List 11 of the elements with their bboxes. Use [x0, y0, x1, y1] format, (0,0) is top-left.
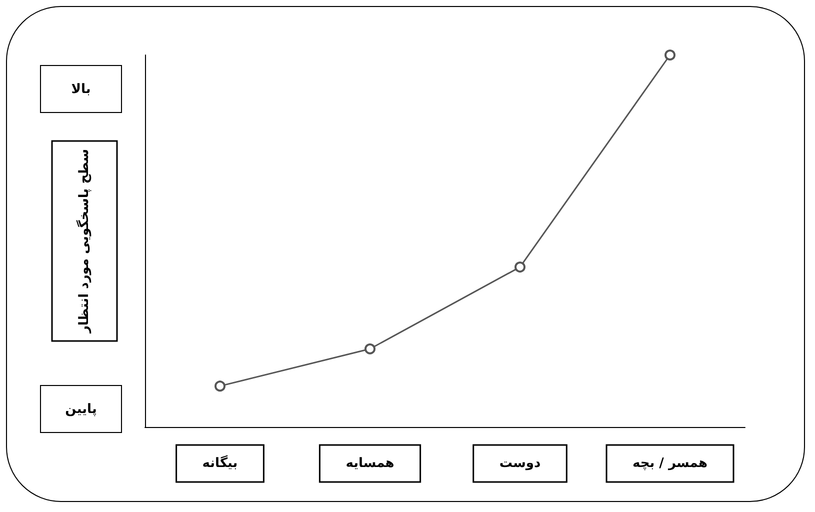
point	[514, 262, 526, 273]
point	[664, 50, 676, 60]
point	[214, 380, 226, 392]
x-tick-label: بیگانه	[202, 455, 238, 471]
y-axis-title: سطح پاسخگویی مورد انتظار	[76, 148, 92, 334]
x-tick-label: همسایه	[346, 456, 394, 471]
text: بالا	[40, 65, 122, 113]
x-tick-label: دوست	[499, 456, 541, 471]
text: پایین	[40, 385, 122, 433]
x-tick-label: همسر / بچه	[632, 456, 708, 471]
point	[364, 343, 376, 354]
